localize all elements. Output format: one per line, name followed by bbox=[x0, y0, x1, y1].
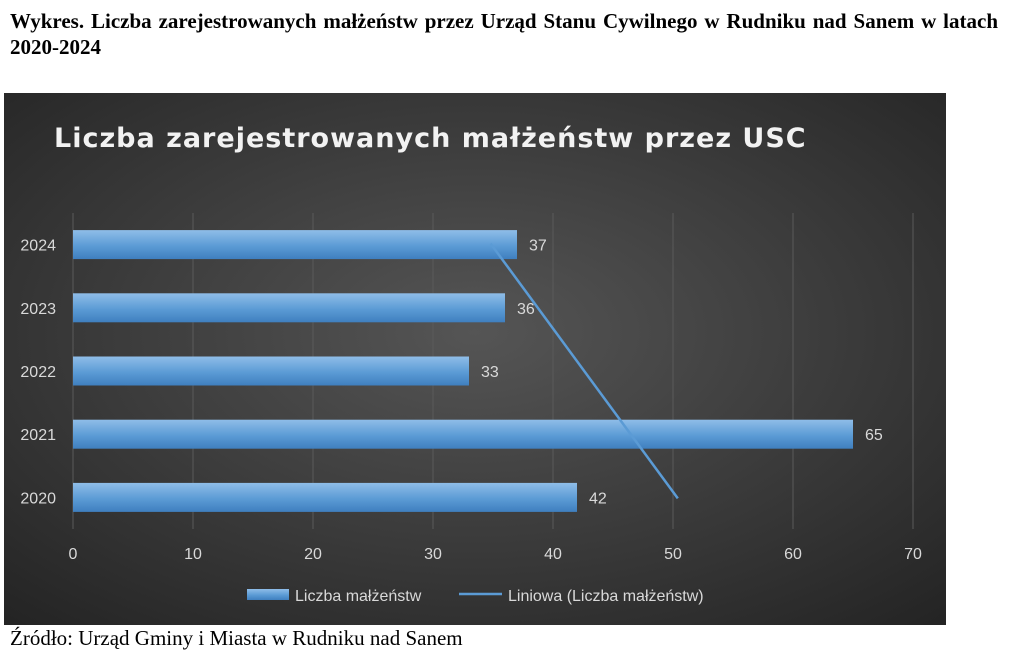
data-label-2022: 33 bbox=[481, 364, 499, 381]
x-tick-label-70: 70 bbox=[904, 546, 922, 563]
x-tick-label-10: 10 bbox=[184, 546, 202, 563]
category-axis: 2020 2021 2022 2023 2024 bbox=[20, 238, 56, 508]
bar-2022 bbox=[73, 356, 469, 386]
y-tick-label-2022: 2022 bbox=[20, 364, 56, 381]
x-tick-label-40: 40 bbox=[544, 546, 562, 563]
chart-container: Liczba zarejestrowanych małżeństw przez … bbox=[4, 93, 946, 625]
bar-series: 42 65 33 36 37 bbox=[73, 230, 883, 512]
document-source: Źródło: Urząd Gminy i Miasta w Rudniku n… bbox=[10, 626, 463, 650]
x-tick-label-60: 60 bbox=[784, 546, 802, 563]
bar-2020 bbox=[73, 482, 577, 512]
bar-2023 bbox=[73, 293, 505, 323]
data-label-2024: 37 bbox=[529, 238, 547, 255]
data-label-2020: 42 bbox=[589, 490, 607, 507]
x-tick-label-20: 20 bbox=[304, 546, 322, 563]
legend-swatch-bar bbox=[247, 589, 289, 600]
trendline bbox=[489, 242, 679, 500]
legend-label-trendline: Liniowa (Liczba małżeństw) bbox=[508, 588, 704, 605]
bar-2024 bbox=[73, 230, 517, 260]
bar-2021 bbox=[73, 419, 853, 449]
x-tick-label-30: 30 bbox=[424, 546, 442, 563]
data-label-2021: 65 bbox=[865, 427, 883, 444]
chart-title: Liczba zarejestrowanych małżeństw przez … bbox=[54, 123, 807, 154]
y-tick-label-2021: 2021 bbox=[20, 427, 56, 444]
value-axis: 0 10 20 30 40 50 60 70 bbox=[69, 546, 922, 563]
legend: Liczba małżeństw Liniowa (Liczba małżeńs… bbox=[247, 588, 704, 605]
x-tick-label-50: 50 bbox=[664, 546, 682, 563]
trendline-line bbox=[489, 242, 679, 500]
data-label-2023: 36 bbox=[517, 301, 535, 318]
y-tick-label-2024: 2024 bbox=[20, 238, 56, 255]
document-caption: Wykres. Liczba zarejestrowanych małżeńst… bbox=[10, 9, 998, 59]
y-tick-label-2023: 2023 bbox=[20, 301, 56, 318]
bar-chart: Liczba zarejestrowanych małżeństw przez … bbox=[4, 93, 946, 625]
y-tick-label-2020: 2020 bbox=[20, 490, 56, 507]
legend-label-bar: Liczba małżeństw bbox=[295, 588, 422, 605]
x-tick-label-0: 0 bbox=[69, 546, 78, 563]
